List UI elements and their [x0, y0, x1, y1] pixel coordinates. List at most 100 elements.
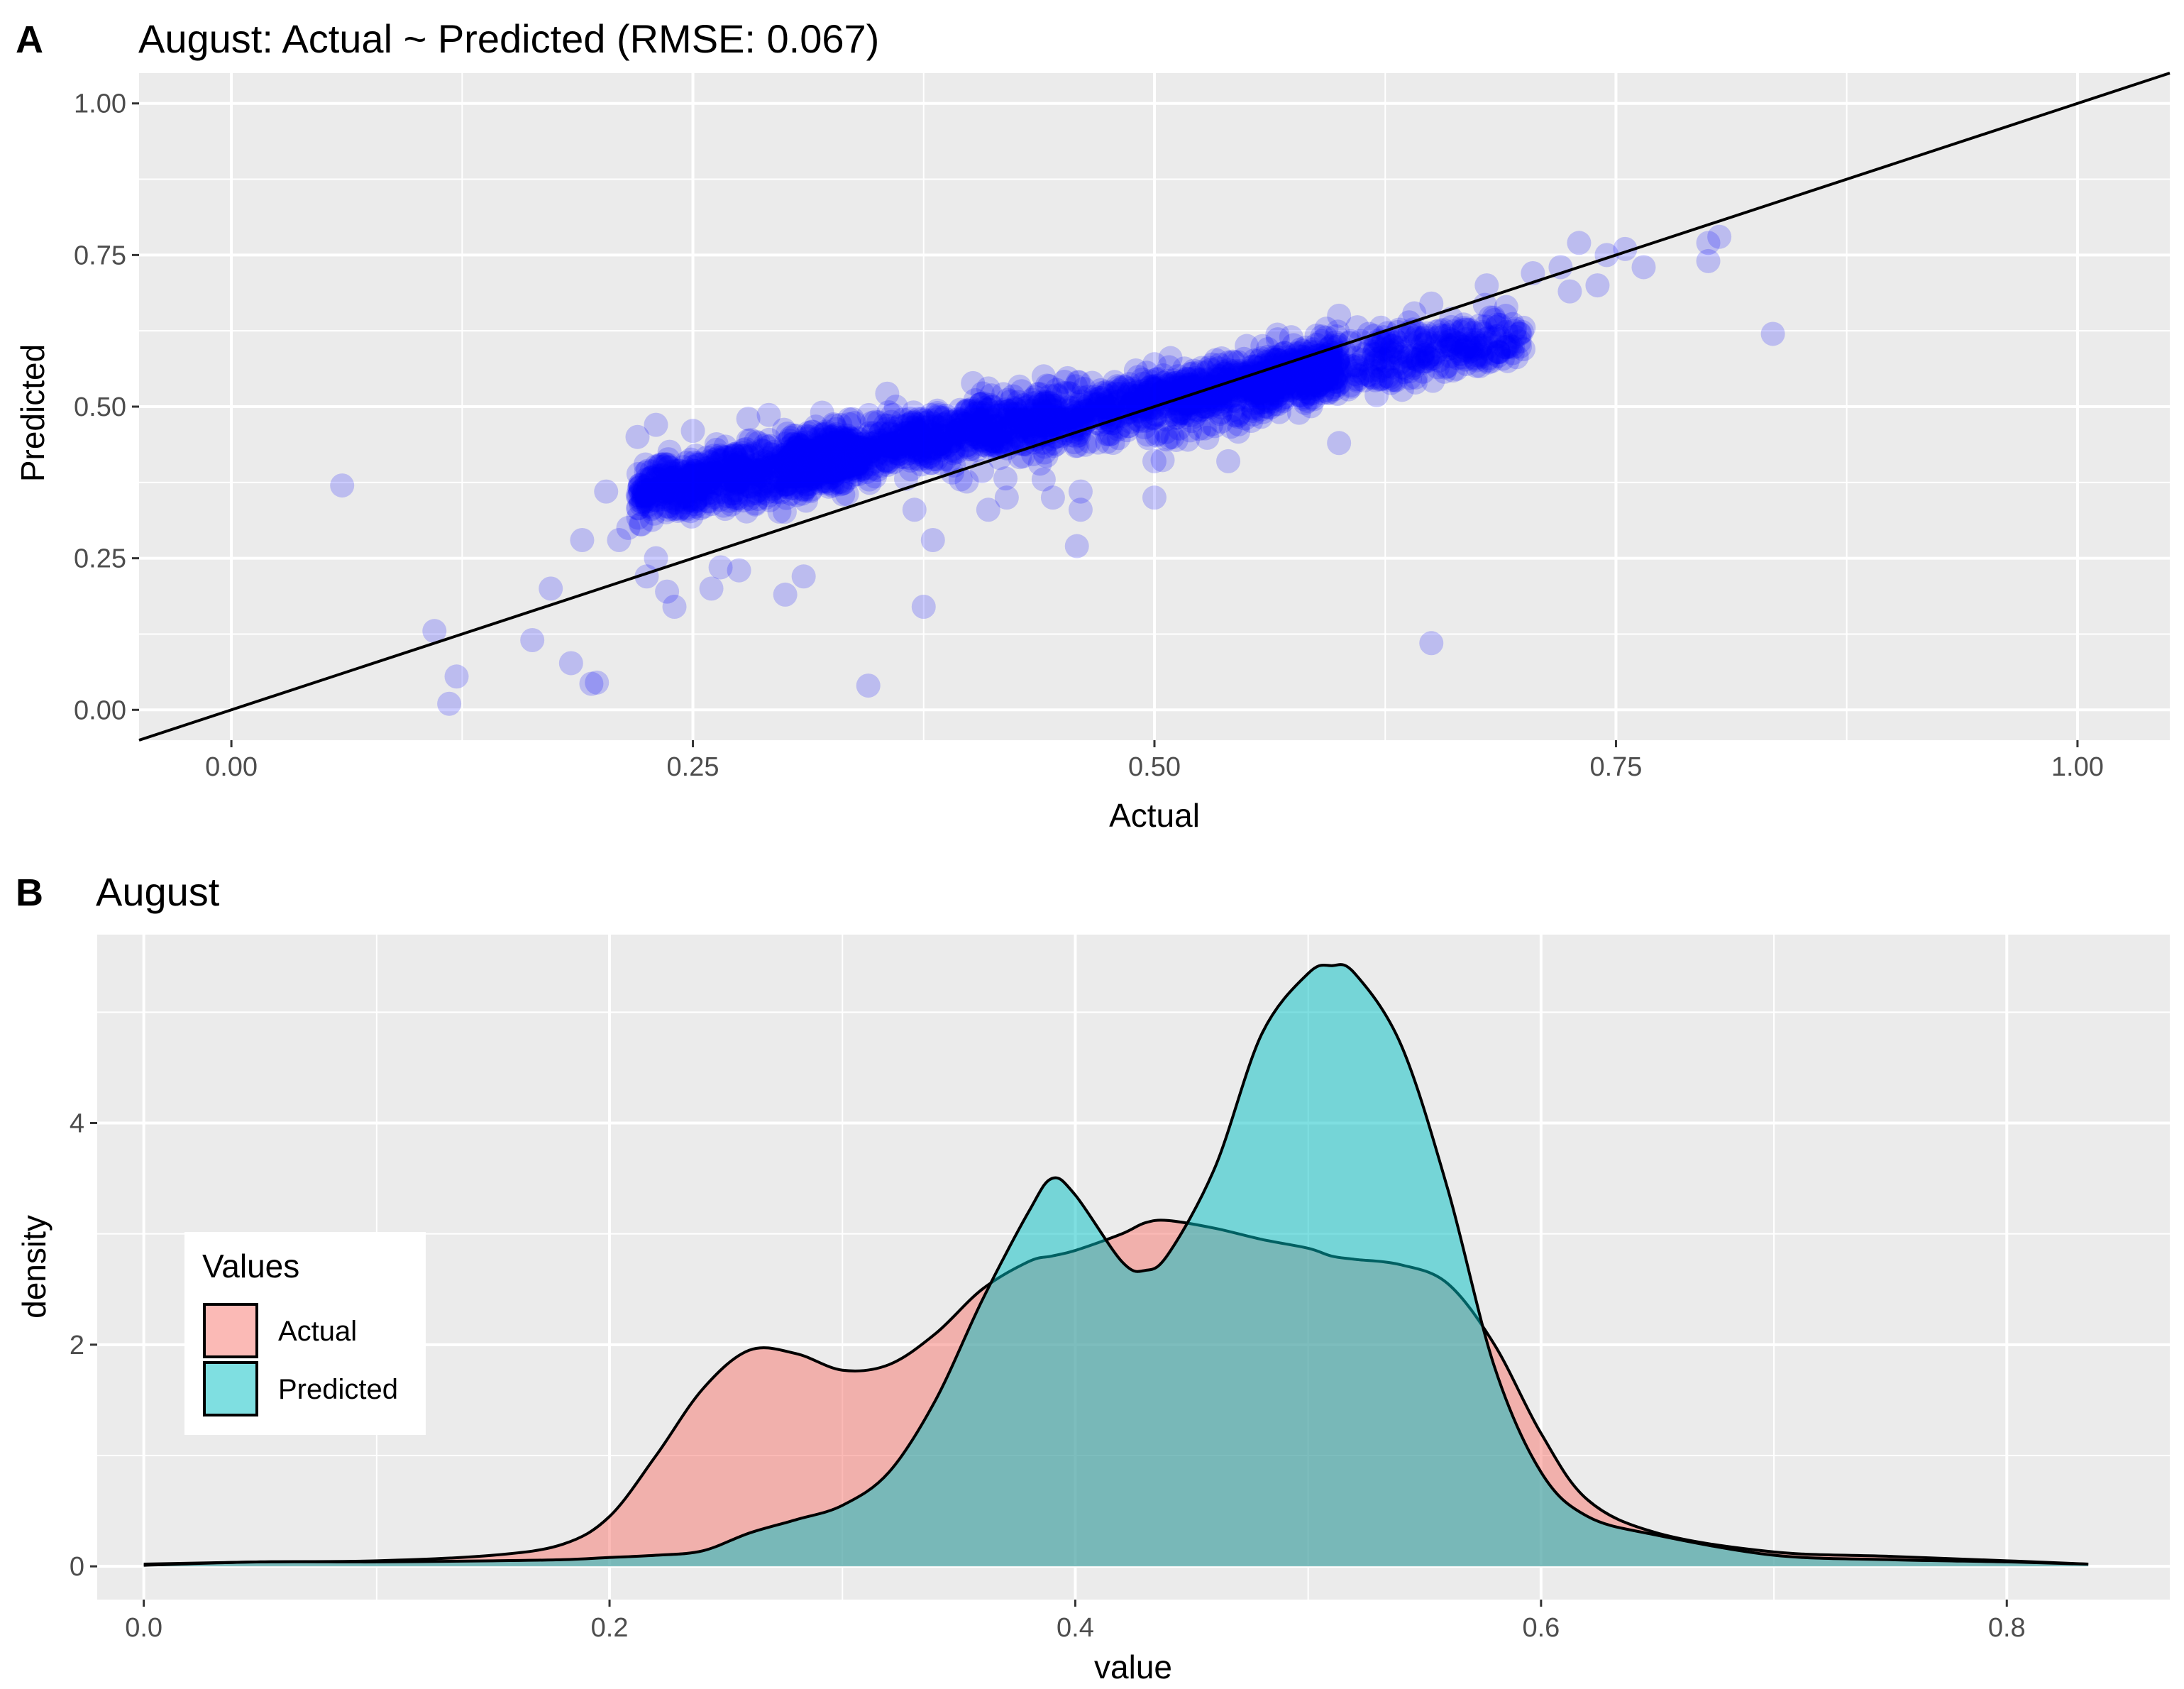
data-point	[1306, 370, 1331, 395]
data-point	[673, 478, 697, 503]
data-point	[996, 415, 1020, 440]
data-point	[1245, 375, 1269, 400]
data-point	[764, 463, 789, 488]
data-point	[950, 406, 975, 431]
data-point	[969, 411, 993, 436]
data-point	[1254, 360, 1279, 385]
data-point	[1044, 395, 1069, 420]
data-point	[1199, 378, 1224, 403]
data-point	[900, 422, 925, 446]
data-point	[830, 447, 855, 472]
data-point	[1043, 405, 1068, 430]
data-point	[668, 487, 693, 512]
data-point	[888, 444, 912, 469]
data-point	[862, 430, 887, 455]
data-point	[1304, 352, 1329, 377]
data-point	[1288, 383, 1313, 408]
data-point	[1083, 387, 1108, 412]
data-point	[1306, 362, 1330, 387]
data-point	[1066, 370, 1091, 395]
data-point	[937, 409, 961, 434]
data-point	[1454, 317, 1479, 342]
data-point	[776, 436, 800, 461]
data-point	[783, 435, 807, 460]
data-point	[823, 458, 848, 483]
data-point	[1252, 377, 1277, 402]
data-point	[1027, 410, 1052, 435]
data-point	[787, 461, 812, 486]
data-point	[1389, 378, 1414, 402]
data-point	[1120, 378, 1145, 403]
data-point	[1356, 363, 1381, 387]
data-point	[1319, 346, 1344, 370]
data-point	[748, 458, 773, 483]
data-point	[1125, 383, 1150, 408]
data-point	[891, 445, 916, 470]
data-point	[723, 463, 748, 488]
data-point	[791, 453, 816, 478]
data-point	[1108, 377, 1133, 402]
data-point	[909, 452, 934, 477]
data-point	[978, 419, 1003, 444]
data-point	[1105, 379, 1130, 404]
data-point	[1223, 388, 1247, 413]
data-point	[713, 434, 738, 459]
data-point	[1369, 331, 1394, 356]
data-point	[674, 459, 699, 484]
data-point	[808, 462, 833, 487]
data-point	[674, 497, 699, 522]
data-point	[1038, 384, 1063, 409]
data-point	[835, 427, 860, 452]
data-point	[1631, 255, 1656, 280]
data-point	[790, 453, 815, 478]
data-point	[988, 431, 1013, 456]
data-point	[756, 402, 781, 427]
data-point	[870, 429, 895, 453]
data-point	[1295, 388, 1320, 413]
data-point	[1421, 368, 1445, 393]
data-point	[906, 407, 931, 431]
data-point	[781, 462, 806, 487]
data-point	[839, 441, 864, 466]
data-point	[802, 439, 827, 463]
data-point	[683, 488, 708, 513]
data-point	[910, 407, 935, 431]
data-point	[942, 426, 967, 451]
data-point	[689, 465, 714, 490]
data-point	[1258, 373, 1283, 398]
data-point	[1351, 347, 1376, 372]
data-point	[828, 445, 853, 470]
data-point	[917, 414, 942, 439]
data-point	[911, 441, 936, 466]
data-point	[1423, 334, 1448, 358]
data-point	[1411, 359, 1435, 384]
data-point	[1317, 380, 1342, 405]
data-point	[889, 421, 914, 446]
data-point	[1001, 409, 1026, 434]
data-point	[825, 441, 850, 466]
data-point	[1197, 356, 1222, 380]
data-point	[822, 450, 846, 475]
data-point	[1208, 387, 1232, 412]
data-point	[888, 439, 913, 463]
data-point	[905, 424, 930, 449]
data-point	[1300, 356, 1325, 381]
data-point	[722, 459, 747, 484]
data-point	[783, 423, 808, 448]
data-point	[1041, 417, 1066, 441]
data-point	[839, 449, 864, 473]
data-point	[1208, 402, 1232, 427]
data-point	[798, 477, 823, 502]
data-point	[941, 429, 966, 453]
data-point	[1477, 325, 1501, 350]
data-point	[978, 429, 1003, 454]
data-point	[954, 427, 979, 452]
data-point	[1044, 424, 1069, 449]
data-point	[702, 471, 727, 495]
data-point	[965, 401, 990, 426]
data-point	[1250, 361, 1274, 385]
data-point	[776, 449, 800, 473]
data-point	[1198, 358, 1223, 383]
data-point	[1222, 350, 1247, 375]
data-point	[1137, 369, 1162, 394]
